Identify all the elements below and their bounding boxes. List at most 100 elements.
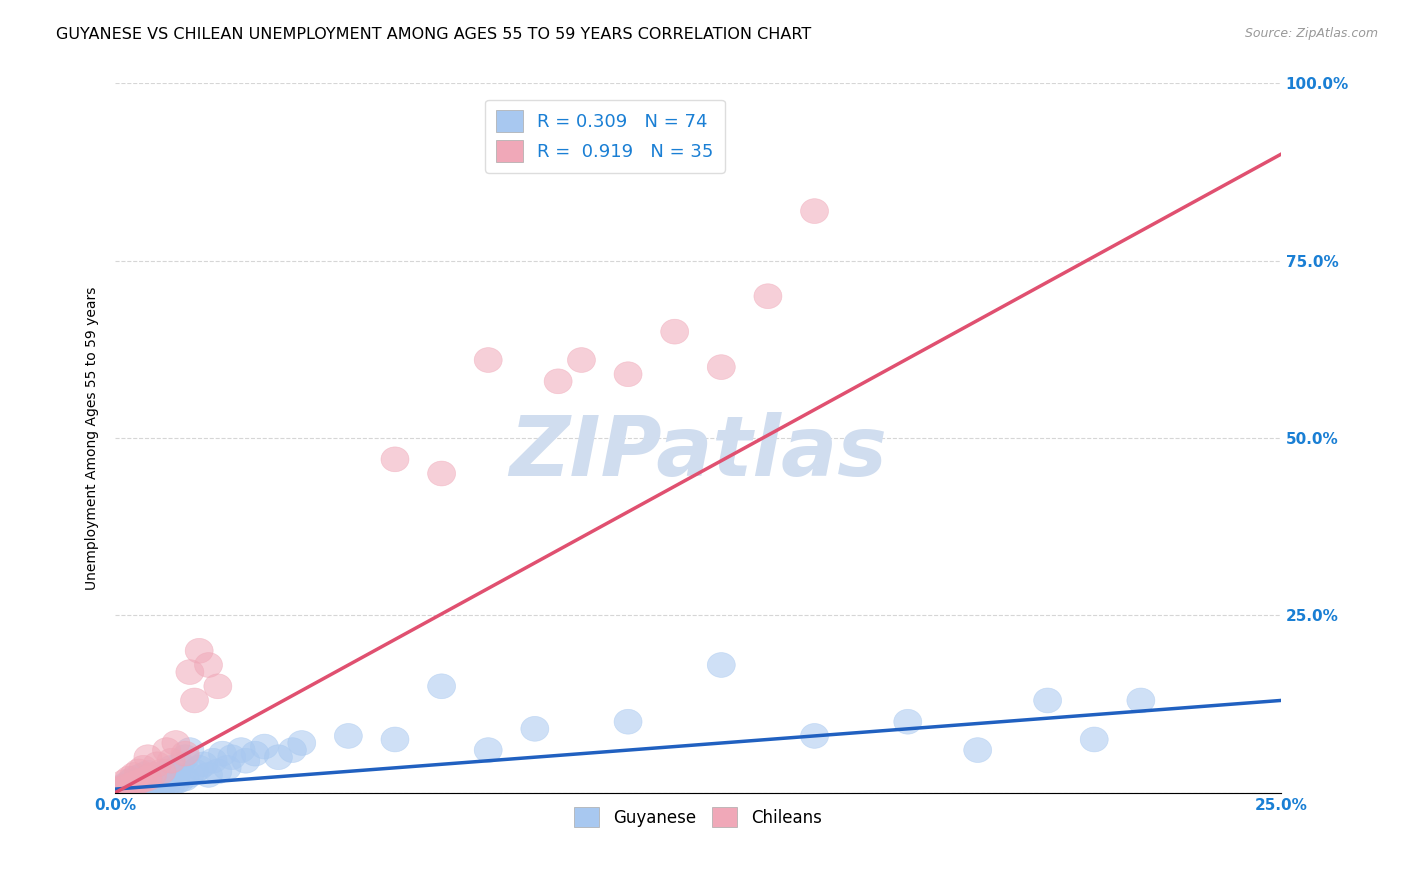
Ellipse shape xyxy=(661,319,689,344)
Ellipse shape xyxy=(139,773,166,798)
Ellipse shape xyxy=(134,760,162,785)
Ellipse shape xyxy=(105,777,134,802)
Ellipse shape xyxy=(111,777,139,802)
Text: ZIPatlas: ZIPatlas xyxy=(509,412,887,492)
Ellipse shape xyxy=(172,766,200,791)
Ellipse shape xyxy=(614,709,643,734)
Ellipse shape xyxy=(162,770,190,795)
Ellipse shape xyxy=(125,774,153,799)
Ellipse shape xyxy=(381,727,409,752)
Ellipse shape xyxy=(134,774,162,799)
Ellipse shape xyxy=(125,772,153,797)
Ellipse shape xyxy=(115,770,143,795)
Ellipse shape xyxy=(139,763,166,788)
Ellipse shape xyxy=(143,772,172,797)
Ellipse shape xyxy=(186,756,214,780)
Ellipse shape xyxy=(232,748,260,773)
Ellipse shape xyxy=(134,772,162,797)
Ellipse shape xyxy=(134,766,162,791)
Ellipse shape xyxy=(264,745,292,770)
Ellipse shape xyxy=(200,748,228,773)
Ellipse shape xyxy=(568,348,595,373)
Legend: Guyanese, Chileans: Guyanese, Chileans xyxy=(568,800,828,834)
Ellipse shape xyxy=(148,763,176,788)
Ellipse shape xyxy=(129,763,157,788)
Ellipse shape xyxy=(125,767,153,792)
Ellipse shape xyxy=(115,777,143,802)
Ellipse shape xyxy=(111,773,139,798)
Ellipse shape xyxy=(800,723,828,748)
Ellipse shape xyxy=(186,639,214,664)
Ellipse shape xyxy=(208,741,236,766)
Ellipse shape xyxy=(166,767,194,792)
Ellipse shape xyxy=(474,738,502,763)
Ellipse shape xyxy=(172,741,200,766)
Ellipse shape xyxy=(134,745,162,770)
Ellipse shape xyxy=(278,738,307,763)
Ellipse shape xyxy=(176,660,204,684)
Ellipse shape xyxy=(194,763,222,788)
Ellipse shape xyxy=(129,769,157,794)
Ellipse shape xyxy=(153,759,180,784)
Ellipse shape xyxy=(111,770,139,795)
Ellipse shape xyxy=(176,763,204,788)
Ellipse shape xyxy=(1033,688,1062,713)
Ellipse shape xyxy=(754,284,782,309)
Ellipse shape xyxy=(125,759,153,784)
Ellipse shape xyxy=(190,752,218,777)
Ellipse shape xyxy=(129,776,157,801)
Ellipse shape xyxy=(120,777,148,802)
Ellipse shape xyxy=(335,723,363,748)
Ellipse shape xyxy=(157,756,186,780)
Ellipse shape xyxy=(105,777,134,802)
Ellipse shape xyxy=(520,716,548,741)
Ellipse shape xyxy=(120,766,148,791)
Ellipse shape xyxy=(172,745,200,770)
Ellipse shape xyxy=(153,767,180,792)
Ellipse shape xyxy=(129,767,157,792)
Ellipse shape xyxy=(800,199,828,224)
Ellipse shape xyxy=(157,748,186,773)
Ellipse shape xyxy=(894,709,922,734)
Ellipse shape xyxy=(111,774,139,799)
Ellipse shape xyxy=(143,752,172,777)
Ellipse shape xyxy=(707,355,735,379)
Ellipse shape xyxy=(1080,727,1108,752)
Ellipse shape xyxy=(166,752,194,777)
Ellipse shape xyxy=(963,738,991,763)
Ellipse shape xyxy=(218,745,246,770)
Text: GUYANESE VS CHILEAN UNEMPLOYMENT AMONG AGES 55 TO 59 YEARS CORRELATION CHART: GUYANESE VS CHILEAN UNEMPLOYMENT AMONG A… xyxy=(56,27,811,42)
Ellipse shape xyxy=(153,773,180,798)
Ellipse shape xyxy=(180,759,208,784)
Ellipse shape xyxy=(157,766,186,791)
Ellipse shape xyxy=(129,773,157,798)
Ellipse shape xyxy=(148,770,176,795)
Ellipse shape xyxy=(381,447,409,472)
Ellipse shape xyxy=(134,767,162,792)
Ellipse shape xyxy=(129,756,157,780)
Ellipse shape xyxy=(180,688,208,713)
Ellipse shape xyxy=(120,770,148,795)
Ellipse shape xyxy=(120,773,148,798)
Ellipse shape xyxy=(544,369,572,393)
Ellipse shape xyxy=(427,461,456,486)
Ellipse shape xyxy=(228,738,254,763)
Ellipse shape xyxy=(707,653,735,677)
Ellipse shape xyxy=(1126,688,1154,713)
Ellipse shape xyxy=(139,764,166,789)
Ellipse shape xyxy=(139,770,166,795)
Ellipse shape xyxy=(614,362,643,386)
Ellipse shape xyxy=(157,772,186,797)
Ellipse shape xyxy=(148,759,176,784)
Ellipse shape xyxy=(204,759,232,784)
Ellipse shape xyxy=(115,773,143,798)
Ellipse shape xyxy=(125,764,153,789)
Ellipse shape xyxy=(162,763,190,788)
Ellipse shape xyxy=(125,770,153,795)
Ellipse shape xyxy=(148,774,176,799)
Ellipse shape xyxy=(153,738,180,763)
Ellipse shape xyxy=(120,763,148,788)
Ellipse shape xyxy=(214,756,242,780)
Ellipse shape xyxy=(125,777,153,802)
Ellipse shape xyxy=(115,766,143,791)
